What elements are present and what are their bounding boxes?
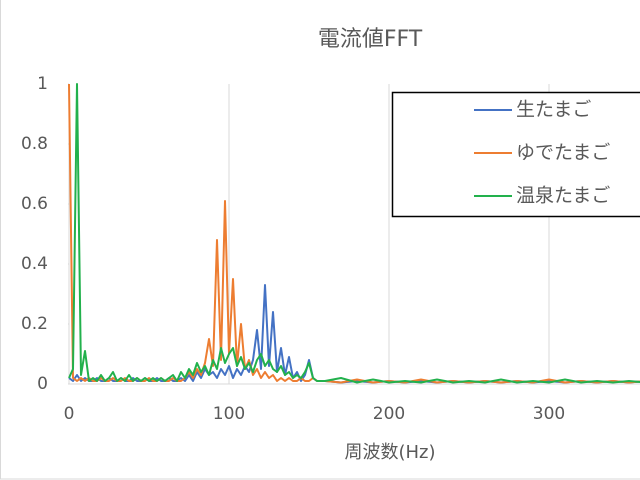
x-tick-label: 300	[533, 404, 565, 424]
legend-label: 温泉たまご	[516, 185, 610, 207]
legend-box	[391, 91, 640, 218]
x-tick-label: 0	[64, 404, 75, 424]
legend-label: ゆでたまご	[516, 142, 610, 164]
y-tick-label: 0.2	[21, 314, 48, 334]
y-tick-label: 0	[37, 374, 48, 394]
series-line	[68, 83, 640, 384]
y-tick-label: 0.6	[21, 194, 48, 214]
series-line	[68, 83, 640, 384]
chart-title: 電流値FFT	[318, 27, 423, 52]
plot-area	[68, 83, 640, 384]
legend-label: 生たまご	[516, 99, 591, 121]
x-axis-label: 周波数(Hz)	[344, 442, 435, 463]
x-tick-label: 200	[373, 404, 405, 424]
y-tick-label: 0.4	[21, 254, 48, 274]
y-tick-label: 0.8	[21, 134, 48, 154]
x-tick-label: 100	[213, 404, 245, 424]
y-tick-label: 1	[37, 74, 48, 94]
